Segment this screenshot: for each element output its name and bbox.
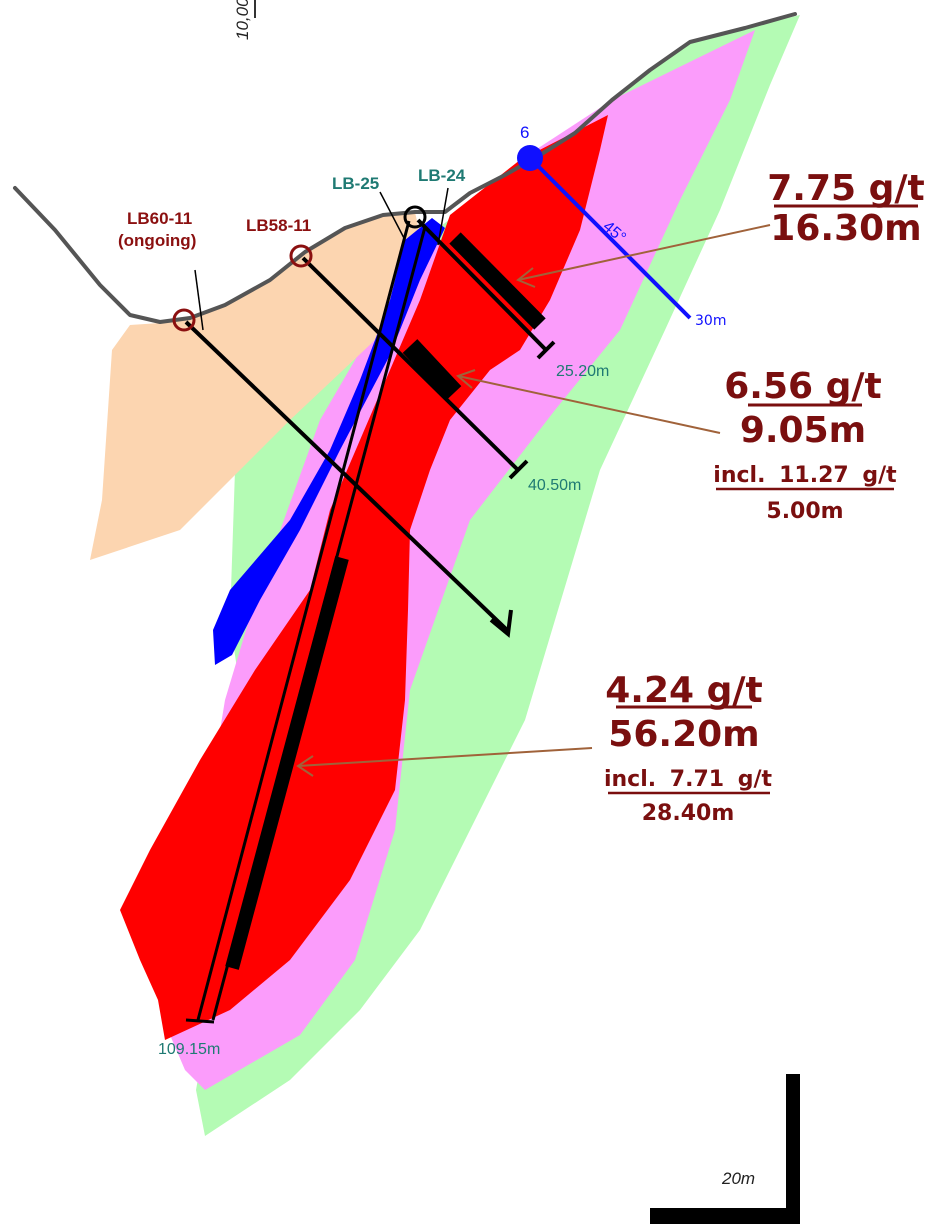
leader-arrow-3 bbox=[296, 747, 593, 777]
intercept-3-incl-grade: 7.71 bbox=[670, 767, 724, 792]
hole-label-lb60-11-status: (ongoing) bbox=[118, 231, 196, 250]
intercept-2-incl: incl. 11.27 g/t bbox=[713, 463, 897, 488]
intercept-2-incl-unit: g/t bbox=[862, 463, 897, 488]
intercept-2-width: 9.05m bbox=[740, 410, 866, 451]
intercept-3-incl-prefix: incl. bbox=[604, 767, 656, 792]
hole-6-label: 6 bbox=[520, 123, 529, 142]
grid-label: 10,00 bbox=[233, 0, 252, 40]
scale-bar-label: 20m bbox=[721, 1169, 755, 1188]
intercept-2-grade: 6.56 g/t bbox=[724, 366, 881, 407]
intercept-1-width: 16.30m bbox=[770, 208, 921, 249]
intercept-2-incl-grade: 11.27 bbox=[779, 463, 849, 488]
intercept-3-incl-unit: g/t bbox=[738, 767, 773, 792]
lb60-leader bbox=[194, 269, 204, 331]
intercept-3-width: 56.20m bbox=[608, 714, 759, 755]
collar-lb58-11 bbox=[289, 244, 313, 268]
intercept-annotation-2: 6.56 g/t 9.05m incl. 11.27 g/t 5.00m bbox=[713, 366, 897, 524]
intercept-2-incl-width: 5.00m bbox=[766, 499, 843, 524]
depth-label-lb24: 25.20m bbox=[556, 363, 609, 380]
hole-label-lb58-11: LB58-11 bbox=[246, 216, 311, 235]
dyke-blue-zone bbox=[213, 218, 445, 665]
hole-6-depth: 30m bbox=[695, 313, 726, 329]
hole-label-lb25: LB-25 bbox=[332, 174, 379, 193]
intercept-3-incl-width: 28.40m bbox=[642, 801, 735, 826]
scale-bar: 20m bbox=[650, 1074, 800, 1224]
collar-lb24-lb25 bbox=[403, 205, 427, 229]
depth-label-lb25: 109.15m bbox=[158, 1041, 220, 1058]
ore-red-zone bbox=[120, 115, 608, 1040]
hole-6-collar bbox=[517, 145, 543, 171]
intercept-3-incl: incl. 7.71 g/t bbox=[604, 767, 773, 792]
hole-label-lb24: LB-24 bbox=[418, 166, 466, 185]
topography-line bbox=[13, 12, 797, 324]
drillhole-lb58-11-trace bbox=[301, 256, 529, 480]
intercept-1-grade: 7.75 g/t bbox=[767, 168, 924, 209]
lb24-leader bbox=[437, 187, 449, 246]
intercept-3-grade: 4.24 g/t bbox=[605, 670, 762, 711]
depth-label-lb58: 40.50m bbox=[528, 477, 581, 494]
svg-text:10,00: 10,00 bbox=[233, 0, 252, 40]
collar-lb60-11 bbox=[172, 308, 196, 332]
intercept-bar-lb25 bbox=[225, 556, 349, 970]
lb25-leader bbox=[379, 191, 406, 241]
hole-6-trace bbox=[528, 156, 692, 320]
hole-label-lb60-11: LB60-11 bbox=[127, 209, 192, 228]
intercept-2-incl-prefix: incl. bbox=[713, 463, 765, 488]
intercept-bar-lb24 bbox=[449, 232, 546, 330]
leader-arrow-2 bbox=[456, 369, 721, 434]
intercept-annotation-1: 7.75 g/t 16.30m bbox=[767, 168, 924, 249]
drillhole-lb60-11-trace bbox=[184, 320, 513, 638]
intercept-annotation-3: 4.24 g/t 56.20m incl. 7.71 g/t 28.40m bbox=[604, 670, 773, 826]
intercept-bar-lb58 bbox=[402, 339, 462, 400]
leader-arrow-1 bbox=[516, 224, 771, 288]
